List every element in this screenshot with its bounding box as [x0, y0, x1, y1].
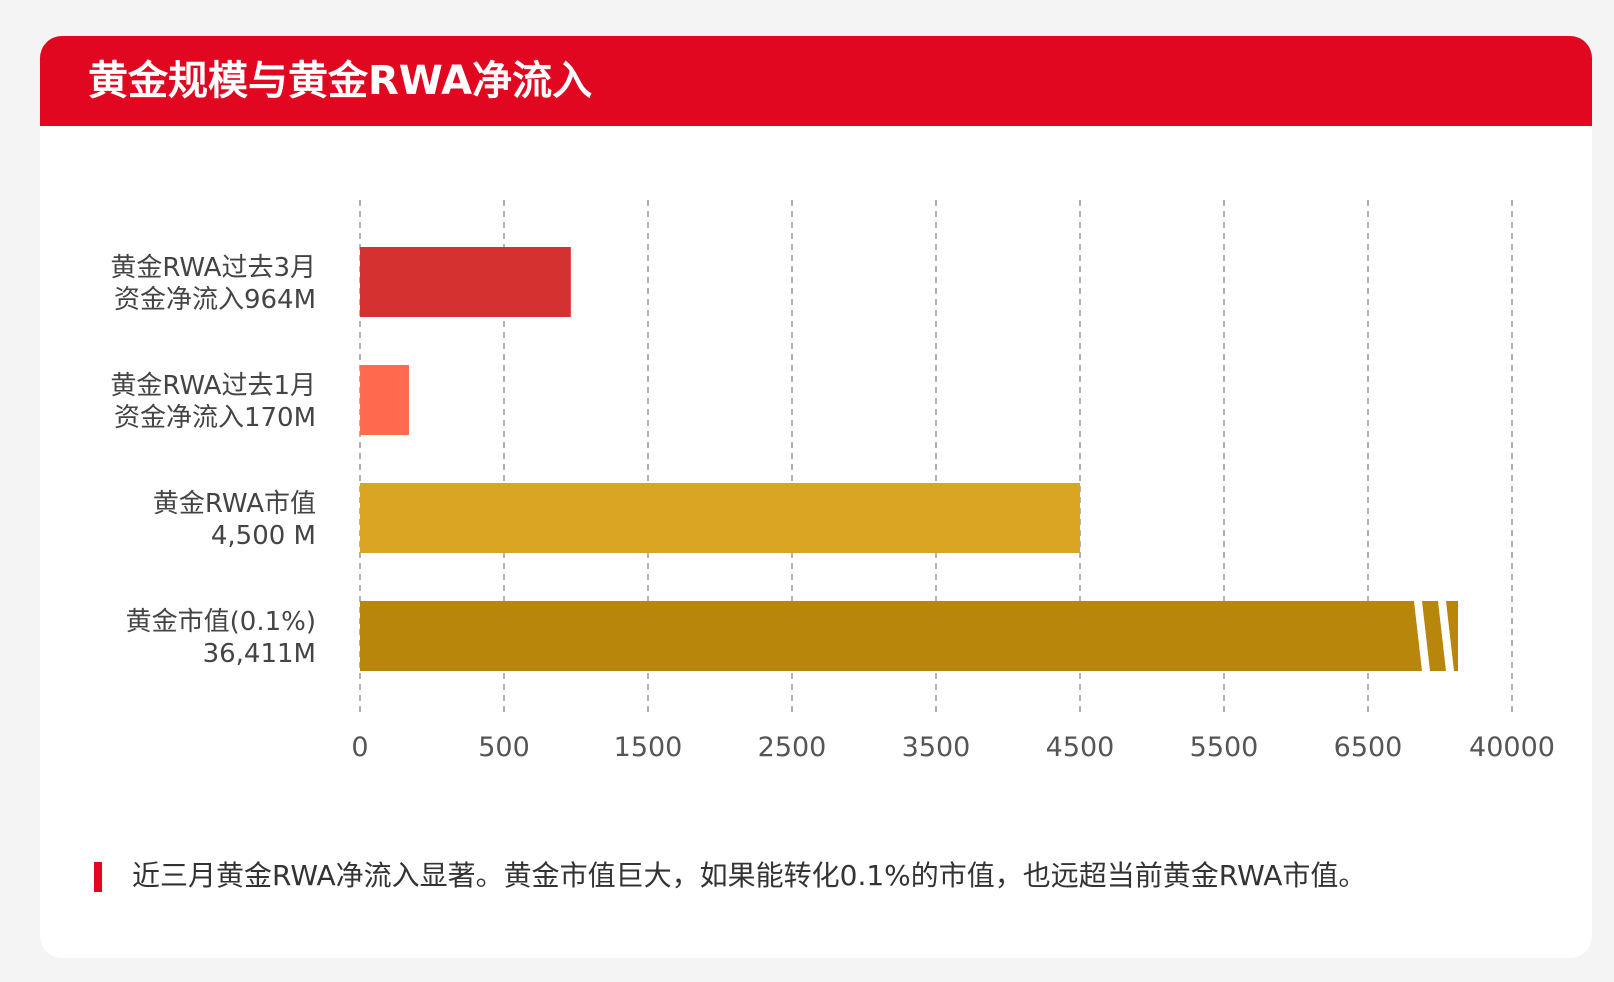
axis-break-mark [1414, 601, 1430, 671]
x-tick-label: 0 [351, 732, 368, 763]
category-label-line: 4,500 M [211, 521, 316, 551]
x-tick-label: 500 [478, 732, 530, 763]
category-label-line: 资金净流入964M [114, 285, 316, 315]
x-axis-ticks: 0 500 1500 2500 3500 4500 5500 6500 40000 [351, 732, 1555, 763]
note-marker [94, 862, 102, 892]
x-tick-label: 4500 [1046, 732, 1115, 763]
category-labels: 黄金RWA过去3月资金净流入964M黄金RWA过去1月资金净流入170M黄金RW… [110, 253, 316, 669]
category-label-line: 资金净流入170M [114, 403, 316, 433]
bar [360, 247, 571, 317]
category-label: 黄金RWA过去3月资金净流入964M [110, 253, 316, 315]
category-label-line: 黄金RWA过去1月 [110, 371, 316, 401]
bars [360, 247, 1458, 671]
chart-title: 黄金规模与黄金RWA净流入 [88, 58, 593, 104]
x-tick-label: 3500 [902, 732, 971, 763]
category-label: 黄金RWA市值 4,500 M [153, 489, 316, 551]
grid-lines [359, 200, 1513, 712]
x-tick-label: 2500 [758, 732, 827, 763]
x-tick-label: 6500 [1334, 732, 1403, 763]
category-label: 黄金RWA过去1月资金净流入170M [110, 371, 316, 433]
bar [360, 601, 1458, 671]
category-label-line: 黄金RWA市值 [153, 489, 316, 519]
chart-note: 近三月黄金RWA净流入显著。黄金市值巨大，如果能转化0.1%的市值，也远超当前黄… [132, 859, 1367, 892]
x-tick-label: 1500 [614, 732, 683, 763]
axis-break-mark [1438, 601, 1454, 671]
bar [360, 483, 1080, 553]
x-tick-label: 5500 [1190, 732, 1259, 763]
category-label-line: 黄金市值(0.1%) [126, 607, 316, 637]
card-header: 黄金规模与黄金RWA净流入 [40, 36, 1592, 126]
bar [360, 365, 409, 435]
category-label: 黄金市值(0.1%) 36,411M [126, 607, 316, 669]
chart-card: 黄金规模与黄金RWA净流入 [40, 36, 1592, 958]
category-label-line: 36,411M [203, 639, 316, 669]
category-label-line: 黄金RWA过去3月 [110, 253, 316, 283]
x-tick-label: 40000 [1469, 732, 1555, 763]
